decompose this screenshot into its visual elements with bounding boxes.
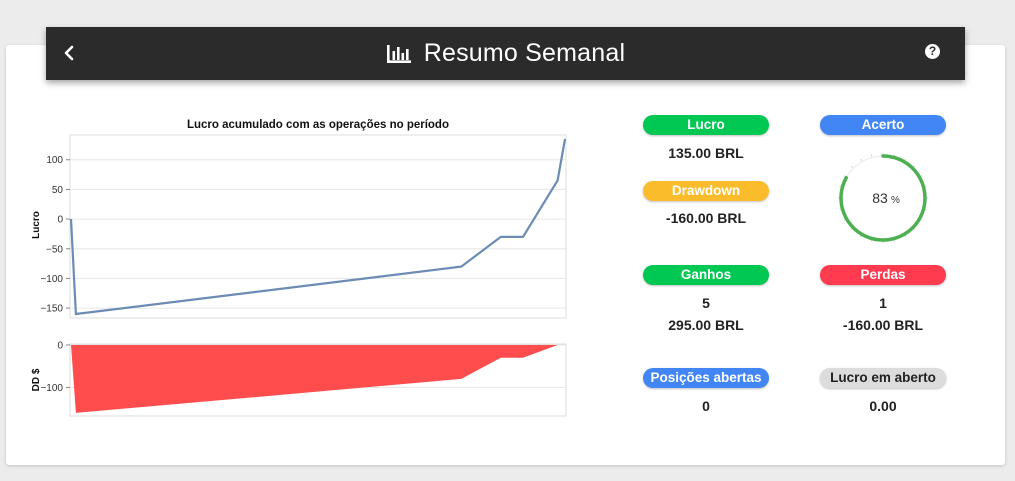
gauge-progress-arc [839, 154, 927, 242]
gauge-tick [860, 158, 862, 162]
svg-text:83: 83 [872, 190, 888, 206]
y-axis-tick-label: 50 [52, 185, 64, 196]
drawdown-area [71, 345, 565, 413]
gauge-tick [870, 154, 873, 157]
dd-y-axis-tick-label: −100 [40, 383, 63, 394]
perdas-badge: Perdas [820, 265, 946, 285]
chart-frame [69, 134, 567, 319]
y-axis-ticks: 100 50 0 −50 −100 −150 [40, 155, 70, 315]
acerto-gauge: 83 % [838, 153, 928, 243]
y-axis-label: Lucro [31, 211, 42, 239]
y-axis-tick-label: −50 [46, 244, 63, 255]
profit-chart: Lucro acumulado com as operações no perí… [31, 119, 567, 417]
dd-chart-frame [69, 343, 567, 417]
dd-y-axis-ticks: 0 −100 [40, 341, 70, 394]
y-axis-tick-label: −150 [40, 304, 63, 315]
acerto-value: 83 [872, 190, 888, 206]
posicoes-value: 0 [702, 398, 710, 414]
dd-y-axis-label: DD $ [31, 368, 42, 391]
help-circle-icon[interactable]: ? [925, 44, 940, 59]
gauge-tick [850, 165, 853, 168]
lucro-value: 135.00 BRL [668, 145, 744, 161]
page-title: Resumo Semanal [423, 39, 626, 67]
dd-y-axis-tick-label: 0 [57, 341, 63, 352]
drawdown-value: -160.00 BRL [665, 210, 747, 226]
y-axis-tick-label: 100 [46, 155, 63, 166]
chart-title: Lucro acumulado com as operações no perí… [187, 119, 449, 131]
perdas-count: 1 [879, 295, 887, 311]
ganhos-badge: Ganhos [643, 265, 769, 285]
acerto-badge: Acerto [820, 115, 946, 135]
lucro-badge: Lucro [643, 115, 769, 135]
svg-text:%: % [891, 195, 900, 206]
profit-line [69, 138, 567, 316]
top-bar: Resumo Semanal ? [46, 27, 965, 80]
page-title-group: Resumo Semanal [46, 27, 965, 80]
acerto-unit: % [891, 195, 900, 206]
lucro-aberto-value: 0.00 [869, 398, 897, 414]
y-axis-tick-label: 0 [57, 215, 63, 226]
ganhos-count: 5 [702, 295, 710, 311]
bar-chart-icon [386, 44, 411, 63]
lucro-aberto-badge: Lucro em aberto [820, 368, 946, 388]
perdas-value: -160.00 BRL [842, 317, 924, 333]
chart-grid [70, 159, 566, 309]
chevron-left-icon[interactable] [60, 41, 80, 65]
posicoes-badge: Posições abertas [643, 368, 769, 388]
y-axis-tick-label: −100 [40, 274, 63, 285]
ganhos-value: 295.00 BRL [668, 317, 744, 333]
drawdown-badge: Drawdown [643, 181, 769, 201]
